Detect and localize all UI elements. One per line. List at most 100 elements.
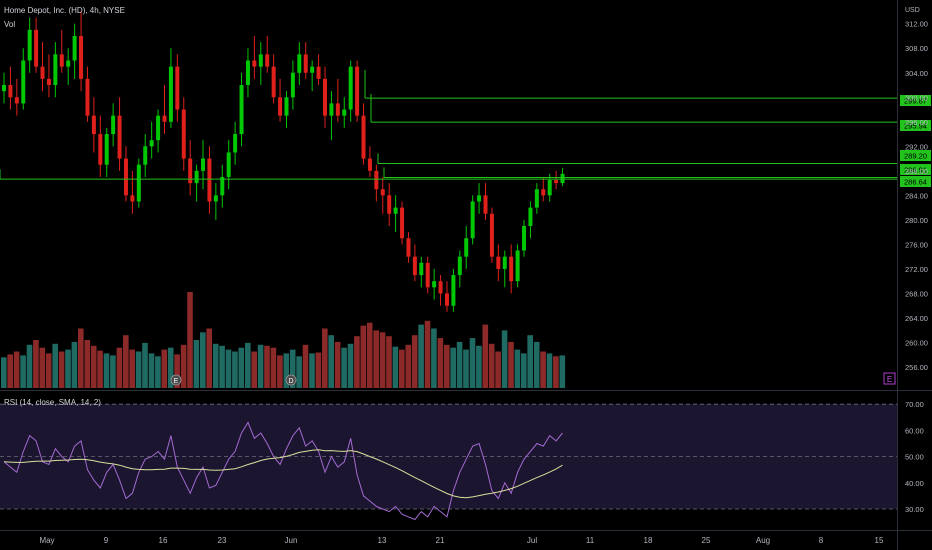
volume-bar: [206, 328, 212, 388]
candle[interactable]: [239, 72, 244, 147]
candle[interactable]: [181, 97, 186, 171]
candle[interactable]: [483, 183, 488, 220]
candle[interactable]: [220, 164, 225, 208]
candle[interactable]: [8, 66, 13, 110]
candle[interactable]: [464, 226, 469, 269]
candle[interactable]: [432, 268, 437, 300]
candle[interactable]: [213, 183, 218, 220]
price-level-tag-text: 289.20: [904, 152, 927, 161]
candle[interactable]: [14, 78, 19, 116]
candle[interactable]: [66, 48, 71, 86]
candle[interactable]: [297, 42, 302, 86]
volume-bar: [527, 335, 533, 388]
candle[interactable]: [85, 66, 90, 122]
candle[interactable]: [226, 140, 231, 190]
candle[interactable]: [489, 207, 494, 263]
candle[interactable]: [117, 97, 122, 171]
earnings-event-marker[interactable]: E: [170, 374, 182, 386]
candle[interactable]: [72, 23, 77, 79]
candle[interactable]: [419, 256, 424, 288]
candle[interactable]: [258, 42, 263, 86]
candle[interactable]: [201, 140, 206, 190]
candle[interactable]: [91, 97, 96, 153]
candle[interactable]: [412, 244, 417, 282]
candle[interactable]: [79, 11, 84, 92]
candle[interactable]: [406, 232, 411, 263]
candle[interactable]: [477, 183, 482, 214]
candle[interactable]: [560, 167, 565, 187]
candle[interactable]: [457, 250, 462, 288]
candle[interactable]: [367, 146, 372, 177]
price-tick-label: 288.00: [905, 167, 928, 176]
candle[interactable]: [361, 103, 366, 165]
candle[interactable]: [290, 60, 295, 110]
candle[interactable]: [444, 281, 449, 312]
candle[interactable]: [156, 109, 161, 153]
candle[interactable]: [207, 146, 212, 214]
candle[interactable]: [380, 176, 385, 214]
candle[interactable]: [34, 17, 39, 73]
candle[interactable]: [130, 170, 135, 214]
candle[interactable]: [451, 268, 456, 312]
candle[interactable]: [534, 183, 539, 214]
dividend-event-marker[interactable]: D: [285, 374, 297, 386]
candle[interactable]: [194, 164, 199, 202]
candle[interactable]: [168, 48, 173, 128]
candle[interactable]: [233, 121, 238, 165]
candle[interactable]: [528, 201, 533, 239]
candle[interactable]: [374, 164, 379, 202]
candle[interactable]: [271, 54, 276, 104]
candle[interactable]: [387, 183, 392, 227]
candle[interactable]: [438, 275, 443, 306]
candle[interactable]: [175, 54, 180, 122]
candle[interactable]: [515, 244, 520, 288]
candle[interactable]: [252, 35, 257, 79]
candle[interactable]: [509, 244, 514, 294]
candle[interactable]: [104, 127, 109, 177]
candle[interactable]: [502, 250, 507, 288]
candle[interactable]: [310, 60, 315, 92]
candle[interactable]: [348, 60, 353, 122]
candle[interactable]: [547, 173, 552, 202]
candle[interactable]: [541, 176, 546, 202]
candle[interactable]: [329, 91, 334, 141]
candle[interactable]: [2, 72, 6, 104]
candle[interactable]: [470, 195, 475, 245]
candle[interactable]: [149, 121, 154, 159]
candle[interactable]: [335, 78, 340, 122]
candle[interactable]: [400, 201, 405, 245]
candle[interactable]: [27, 17, 32, 73]
candle[interactable]: [554, 170, 559, 190]
candle[interactable]: [303, 42, 308, 79]
candle[interactable]: [21, 48, 26, 110]
candle[interactable]: [265, 35, 270, 73]
candle[interactable]: [40, 42, 45, 92]
candle[interactable]: [245, 48, 250, 98]
candle[interactable]: [46, 54, 51, 98]
candle[interactable]: [111, 103, 116, 147]
candle-body: [297, 54, 302, 73]
candle[interactable]: [342, 97, 347, 128]
candle[interactable]: [53, 42, 58, 98]
candle[interactable]: [393, 195, 398, 233]
candle[interactable]: [278, 78, 283, 122]
candle[interactable]: [188, 140, 193, 196]
candle[interactable]: [284, 91, 289, 128]
candle[interactable]: [123, 146, 128, 202]
volume-bar: [1, 357, 7, 388]
candle[interactable]: [316, 54, 321, 86]
candle[interactable]: [143, 134, 148, 177]
candle[interactable]: [59, 29, 64, 73]
candle[interactable]: [496, 244, 501, 282]
candle[interactable]: [323, 66, 327, 128]
price-level-tag-text: 286.64: [904, 178, 927, 187]
candle[interactable]: [98, 115, 103, 177]
earnings-badge-axis[interactable]: E: [883, 372, 896, 385]
candle[interactable]: [522, 219, 527, 257]
candle[interactable]: [162, 85, 167, 135]
candle[interactable]: [425, 256, 430, 294]
candle[interactable]: [136, 158, 141, 208]
time-tick-label: May: [39, 536, 54, 545]
candle[interactable]: [355, 60, 360, 122]
